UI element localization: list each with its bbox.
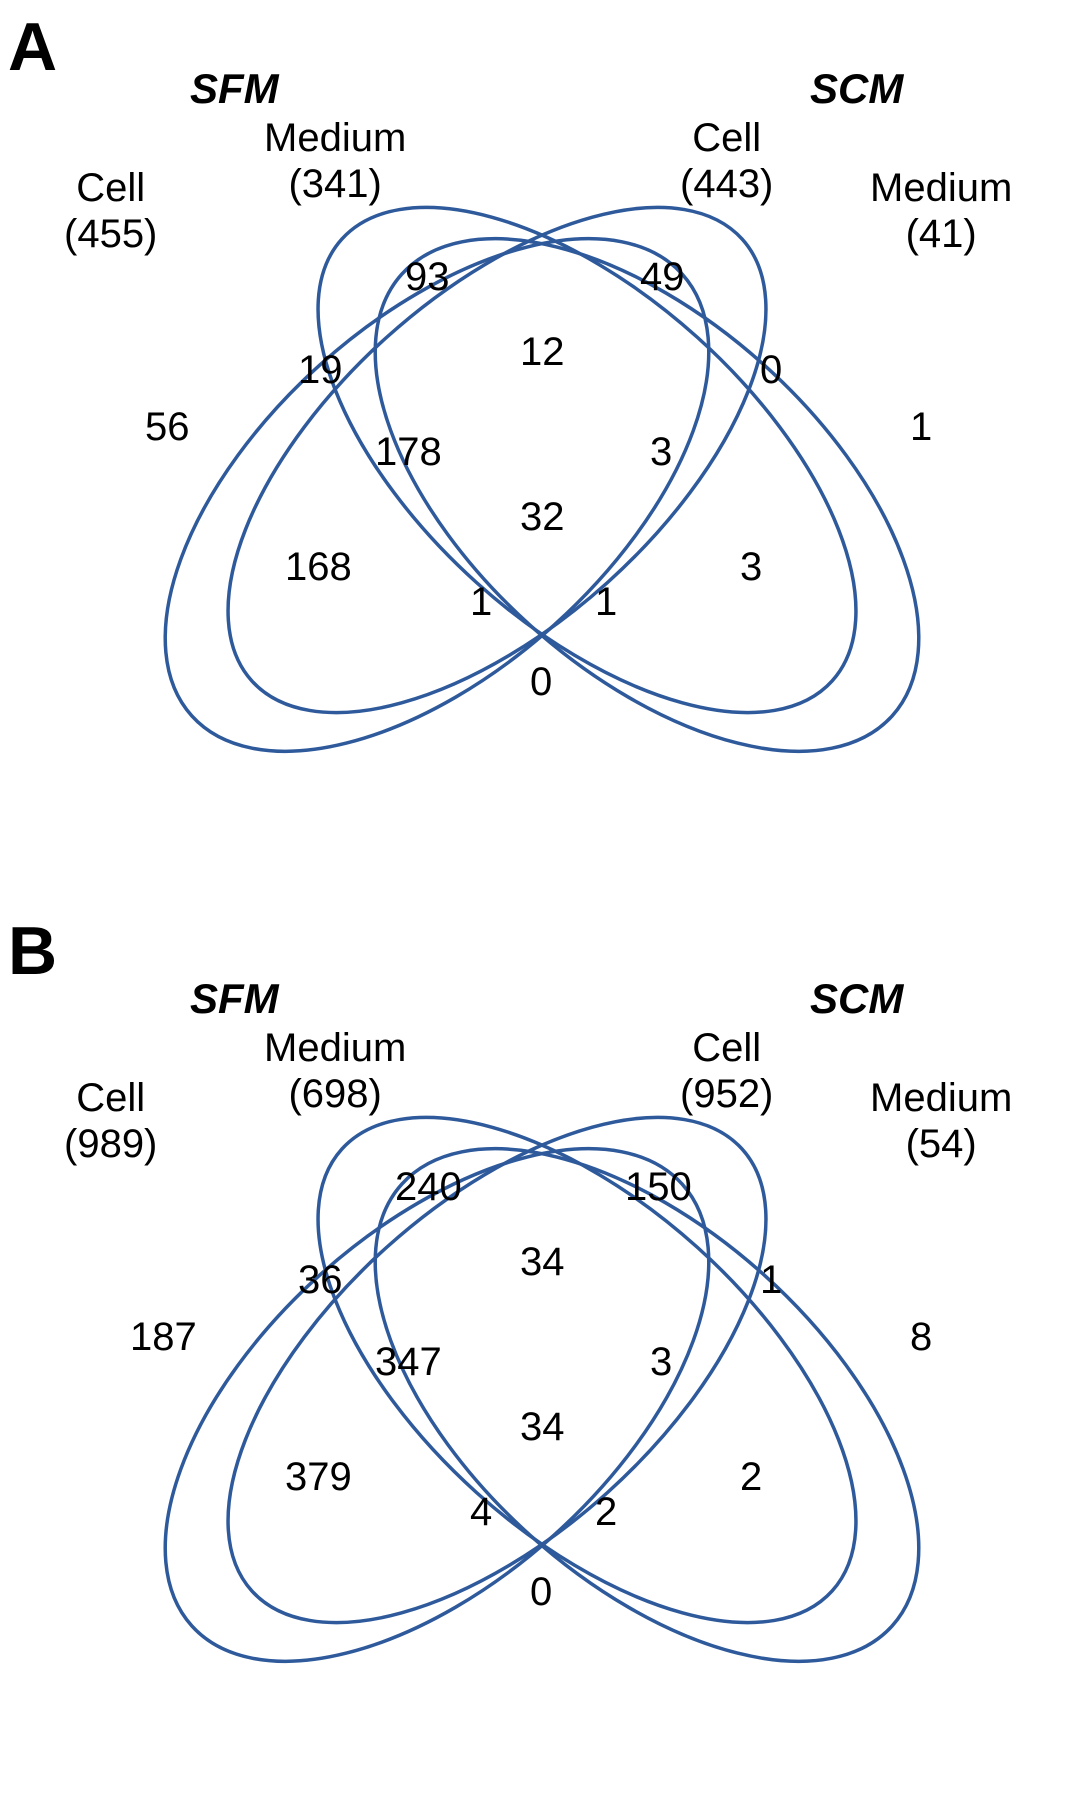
panel-b-sfmcell-sfmmed-scmcell: 347 xyxy=(375,1340,442,1385)
panel-b-only-scm-cell: 150 xyxy=(625,1165,692,1210)
panel-b-sfmcell-scmcell: 379 xyxy=(285,1455,352,1500)
panel-a-only-scm-cell: 49 xyxy=(640,255,685,300)
panel-a-only-sfm-medium: 93 xyxy=(405,255,450,300)
panel-a-sfmcell-scmcell-scmmed: 1 xyxy=(470,580,492,625)
panel-b-all-four: 34 xyxy=(520,1405,565,1450)
panel-b-scmcell-scmmed: 1 xyxy=(760,1258,782,1303)
figure-container: A SFM SCM Cell (455) Medium (341) Cell (… xyxy=(0,0,1084,1800)
panel-b-sfmcell-sfmmed: 36 xyxy=(298,1258,343,1303)
panel-a-sfmcell-sfmmed-scmcell: 178 xyxy=(375,430,442,475)
panel-a-all-four: 32 xyxy=(520,495,565,540)
panel-a-sfmcell-sfmmed-scmmed: 1 xyxy=(595,580,617,625)
panel-a-sfmmed-scmcell-scmmed: 3 xyxy=(650,430,672,475)
panel-b-sfmcell-scmcell-scmmed: 4 xyxy=(470,1490,492,1535)
panel-a-sfmcell-sfmmed: 19 xyxy=(298,348,343,393)
panel-a-scmcell-scmmed: 0 xyxy=(760,348,782,393)
panel-b-sfmmed-scmcell: 34 xyxy=(520,1240,565,1285)
panel-a-venn xyxy=(0,0,1084,900)
panel-a-sfmmed-scmcell: 12 xyxy=(520,330,565,375)
panel-b-only-sfm-medium: 240 xyxy=(395,1165,462,1210)
panel-a-sfmmed-scmmed: 3 xyxy=(740,545,762,590)
panel-b-sfmmed-scmcell-scmmed: 3 xyxy=(650,1340,672,1385)
panel-a-only-scm-medium: 1 xyxy=(910,405,932,450)
panel-a-sfmcell-scmmed: 0 xyxy=(530,660,552,705)
panel-b-only-scm-medium: 8 xyxy=(910,1315,932,1360)
panel-b-sfmcell-sfmmed-scmmed: 2 xyxy=(595,1490,617,1535)
panel-b-sfmmed-scmmed: 2 xyxy=(740,1455,762,1500)
panel-a-sfmcell-scmcell: 168 xyxy=(285,545,352,590)
panel-a-only-sfm-cell: 56 xyxy=(145,405,190,450)
panel-b-venn xyxy=(0,910,1084,1810)
panel-b-only-sfm-cell: 187 xyxy=(130,1315,197,1360)
panel-b-sfmcell-scmmed: 0 xyxy=(530,1570,552,1615)
